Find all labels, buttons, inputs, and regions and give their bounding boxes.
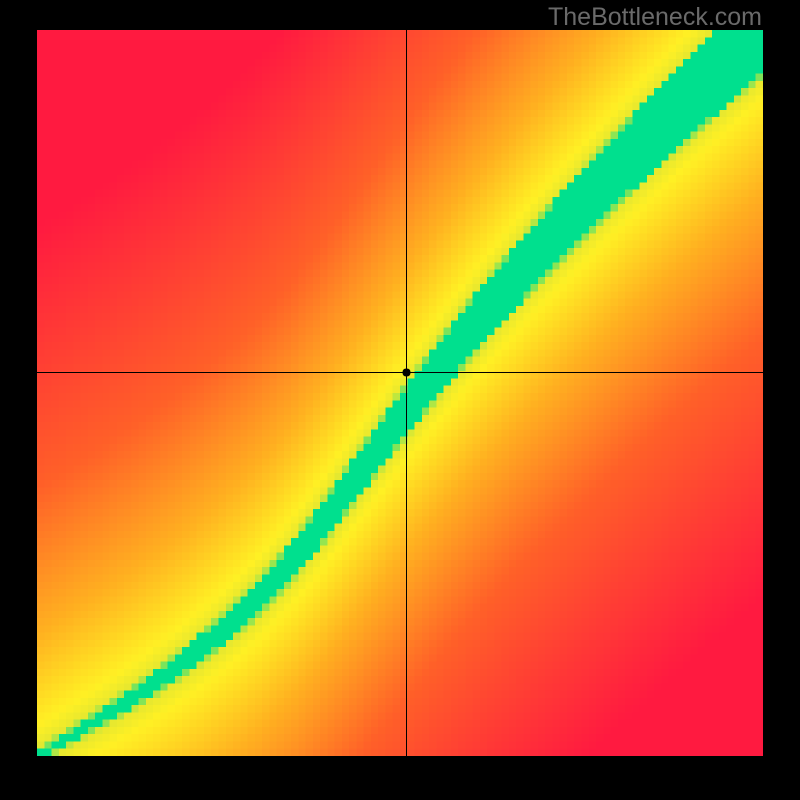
chart-root: TheBottleneck.com xyxy=(0,0,800,800)
crosshair-canvas xyxy=(37,30,763,756)
watermark-text: TheBottleneck.com xyxy=(548,3,762,32)
